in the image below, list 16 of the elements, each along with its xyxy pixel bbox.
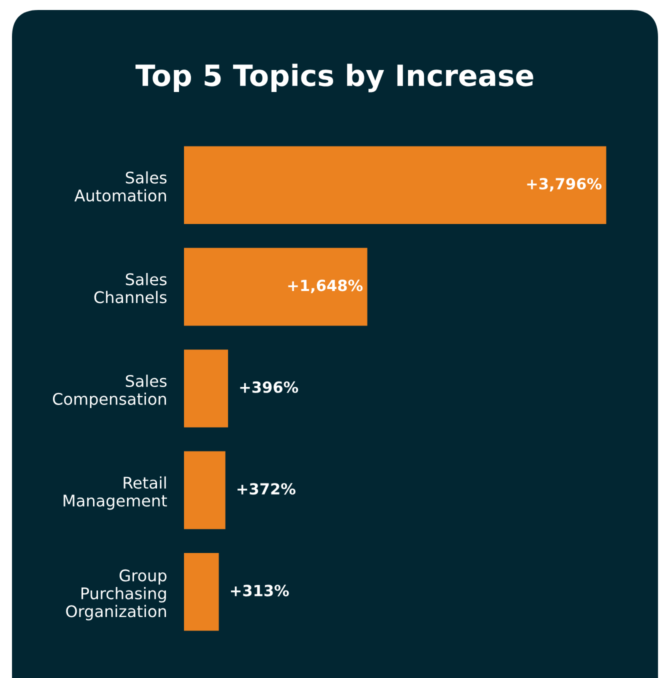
bar xyxy=(184,146,606,224)
bar xyxy=(184,248,368,326)
data-label: +372% xyxy=(238,483,296,495)
data-label: +1,648% xyxy=(288,280,363,294)
y-tick-label: Sales Channels xyxy=(94,272,167,304)
data-label: +313% xyxy=(230,584,289,596)
y-tick-label: Sales Automation xyxy=(74,171,167,202)
chart-title: Top 5 Topics by Increase xyxy=(136,64,534,92)
bar xyxy=(184,451,226,530)
bar xyxy=(184,350,228,428)
bar xyxy=(184,552,219,631)
y-tick-label: Retail Management xyxy=(64,476,167,510)
y-tick-label: Sales Compensation xyxy=(52,374,167,408)
data-label: +396% xyxy=(240,381,298,393)
data-label: +3,796% xyxy=(527,178,602,192)
y-tick-label: Group Purchasing Organization xyxy=(66,569,166,620)
